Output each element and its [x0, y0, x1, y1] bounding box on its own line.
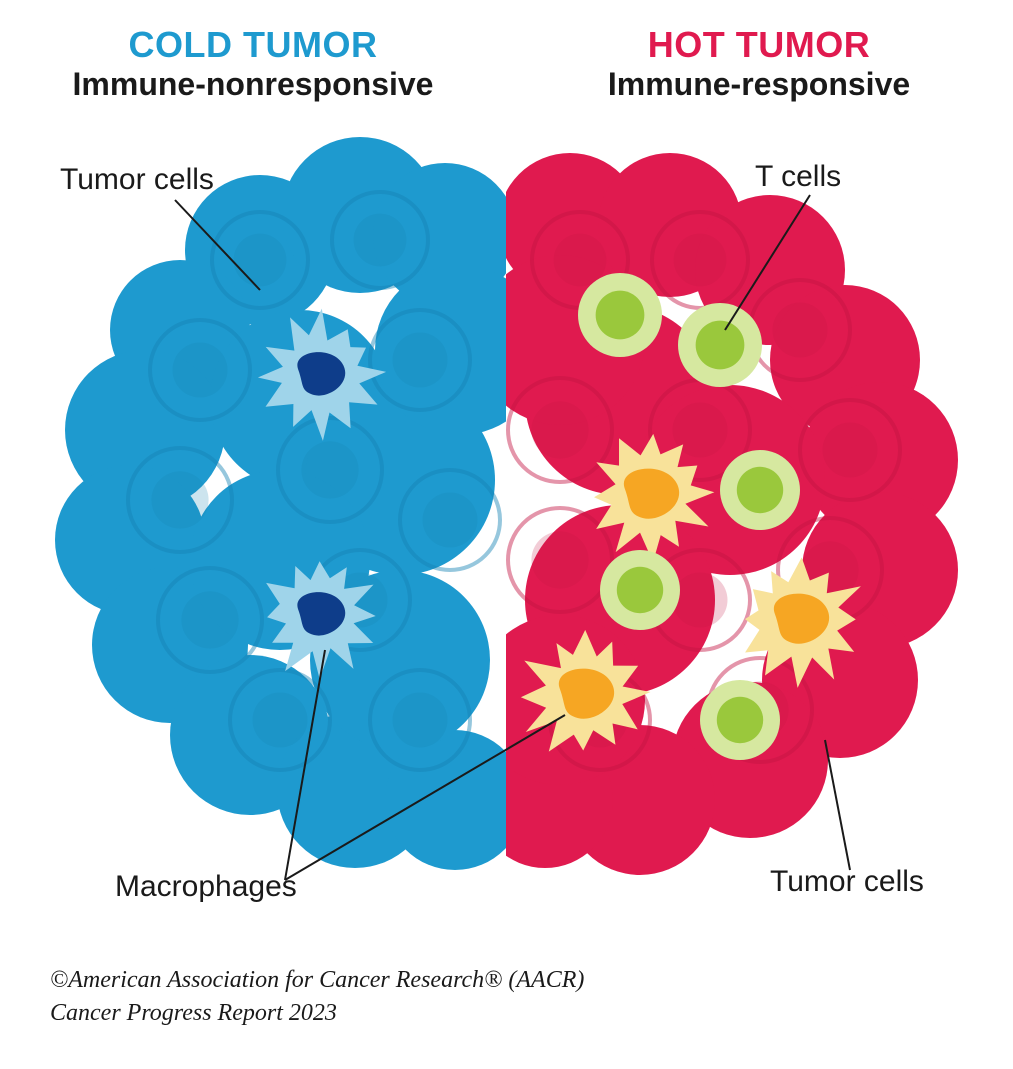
tumor-diagram: [0, 0, 1013, 1069]
